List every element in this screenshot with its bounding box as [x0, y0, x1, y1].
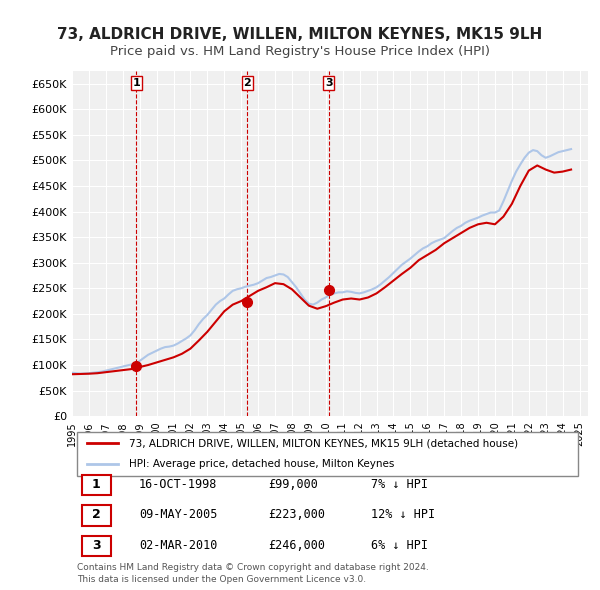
- Text: 73, ALDRICH DRIVE, WILLEN, MILTON KEYNES, MK15 9LH (detached house): 73, ALDRICH DRIVE, WILLEN, MILTON KEYNES…: [129, 438, 518, 448]
- Text: HPI: Average price, detached house, Milton Keynes: HPI: Average price, detached house, Milt…: [129, 458, 394, 468]
- Text: £223,000: £223,000: [268, 508, 325, 521]
- Text: 02-MAR-2010: 02-MAR-2010: [139, 539, 217, 552]
- Text: 1: 1: [92, 477, 101, 490]
- Text: 2: 2: [244, 78, 251, 88]
- Text: 1: 1: [132, 78, 140, 88]
- FancyBboxPatch shape: [82, 536, 110, 556]
- Text: 3: 3: [325, 78, 332, 88]
- Text: 6% ↓ HPI: 6% ↓ HPI: [371, 539, 428, 552]
- Text: Price paid vs. HM Land Registry's House Price Index (HPI): Price paid vs. HM Land Registry's House …: [110, 45, 490, 58]
- FancyBboxPatch shape: [82, 505, 110, 526]
- Text: £246,000: £246,000: [268, 539, 325, 552]
- FancyBboxPatch shape: [82, 474, 110, 495]
- Text: 3: 3: [92, 539, 101, 552]
- Text: Contains HM Land Registry data © Crown copyright and database right 2024.: Contains HM Land Registry data © Crown c…: [77, 563, 429, 572]
- Text: 12% ↓ HPI: 12% ↓ HPI: [371, 508, 436, 521]
- Text: 16-OCT-1998: 16-OCT-1998: [139, 477, 217, 490]
- Text: £99,000: £99,000: [268, 477, 318, 490]
- Text: This data is licensed under the Open Government Licence v3.0.: This data is licensed under the Open Gov…: [77, 575, 366, 585]
- Text: 09-MAY-2005: 09-MAY-2005: [139, 508, 217, 521]
- FancyBboxPatch shape: [77, 432, 578, 476]
- Text: 7% ↓ HPI: 7% ↓ HPI: [371, 477, 428, 490]
- Text: 2: 2: [92, 508, 101, 521]
- Text: 73, ALDRICH DRIVE, WILLEN, MILTON KEYNES, MK15 9LH: 73, ALDRICH DRIVE, WILLEN, MILTON KEYNES…: [58, 27, 542, 41]
